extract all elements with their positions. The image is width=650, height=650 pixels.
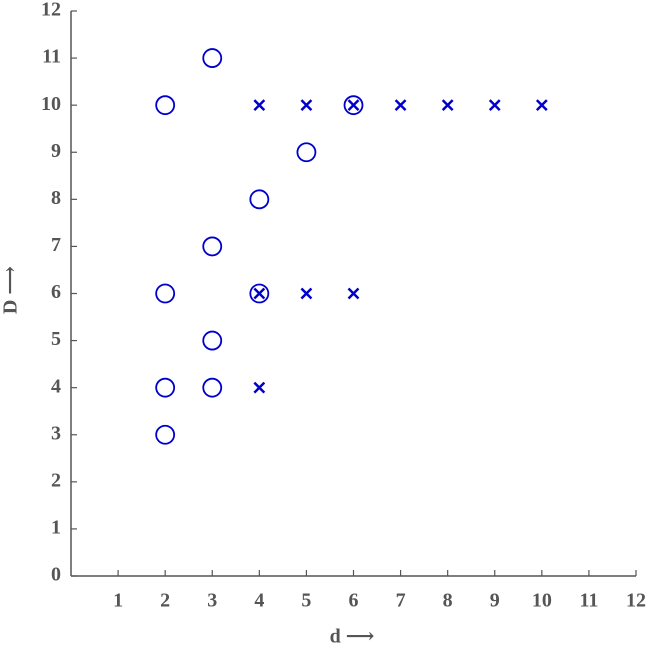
cross-marker — [488, 99, 501, 112]
circle-marker — [249, 283, 270, 304]
y-tick-label: 9 — [51, 140, 61, 162]
circle-marker — [155, 95, 176, 116]
x-tick-label: 7 — [396, 590, 406, 612]
circle-marker — [202, 330, 223, 351]
cross-marker — [441, 99, 454, 112]
x-tick-label: 12 — [626, 590, 646, 612]
circle-marker — [343, 95, 364, 116]
circle-marker — [296, 142, 317, 163]
y-tick-label: 10 — [41, 93, 61, 115]
y-tick-label: 12 — [41, 0, 61, 21]
y-axis-label: D ⟶ — [0, 266, 22, 314]
y-tick-label: 4 — [51, 375, 61, 397]
cross-marker — [347, 99, 360, 112]
y-tick-label: 5 — [51, 328, 61, 350]
y-tick-label: 2 — [51, 469, 61, 491]
circle-marker — [155, 283, 176, 304]
y-tick-label: 8 — [51, 187, 61, 209]
x-tick-label: 10 — [532, 590, 552, 612]
cross-marker — [300, 287, 313, 300]
circle-marker — [249, 189, 270, 210]
y-tick-label: 3 — [51, 422, 61, 444]
x-axis-label: d ⟶ — [330, 626, 375, 648]
circle-marker — [155, 424, 176, 445]
circle-marker — [202, 236, 223, 257]
cross-marker — [253, 287, 266, 300]
x-tick-label: 11 — [579, 590, 598, 612]
circle-marker — [155, 377, 176, 398]
x-tick-label: 2 — [160, 590, 170, 612]
circle-marker — [202, 48, 223, 68]
x-tick-label: 3 — [207, 590, 217, 612]
cross-marker — [535, 99, 548, 112]
x-tick-label: 4 — [254, 590, 264, 612]
x-tick-label: 1 — [113, 590, 123, 612]
x-tick-label: 8 — [443, 590, 453, 612]
cross-marker — [253, 99, 266, 112]
y-tick-label: 1 — [51, 517, 61, 539]
y-tick-label: 0 — [51, 564, 61, 586]
cross-marker — [347, 287, 360, 300]
y-tick-label: 6 — [51, 281, 61, 303]
cross-marker — [253, 381, 266, 394]
x-tick-label: 9 — [490, 590, 500, 612]
x-tick-label: 6 — [349, 590, 359, 612]
circle-marker — [202, 377, 223, 398]
y-tick-label: 7 — [51, 234, 61, 256]
y-tick-label: 11 — [42, 46, 61, 68]
cross-marker — [394, 99, 407, 112]
cross-marker — [300, 99, 313, 112]
x-tick-label: 5 — [301, 590, 311, 612]
